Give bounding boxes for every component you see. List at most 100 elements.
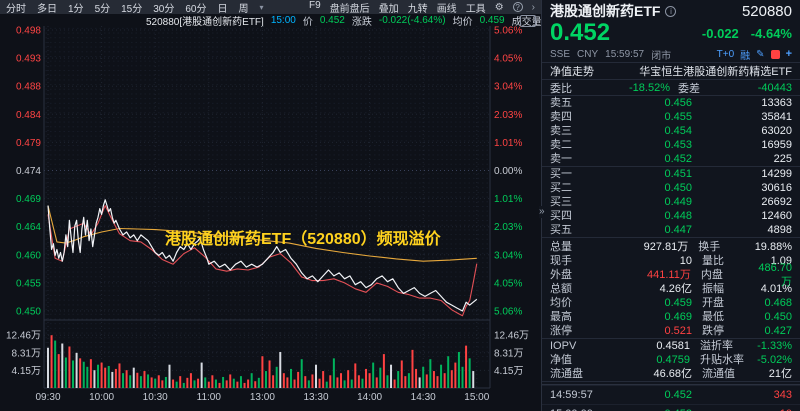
volume-bar bbox=[257, 377, 260, 388]
edit-icon[interactable]: ✎ bbox=[756, 48, 765, 60]
toolbar-tool-5[interactable]: 工具 bbox=[465, 3, 486, 15]
volume-bar bbox=[329, 375, 332, 388]
bid-label: 买四 bbox=[550, 210, 572, 222]
time-axis-label: 14:30 bbox=[411, 392, 436, 403]
volume-axis-label: 4.15万 bbox=[494, 366, 523, 377]
quote-panel: 港股通创新药ETF i 520880 0.452 -0.022 -4.64% S… bbox=[539, 0, 800, 411]
time-axis-label: 10:00 bbox=[89, 392, 114, 403]
info-icon[interactable]: i bbox=[665, 5, 677, 17]
toolbar-period-2[interactable]: 1分 bbox=[68, 3, 84, 15]
bid-volume: 26692 bbox=[761, 196, 792, 208]
time-axis-label: 13:30 bbox=[303, 392, 328, 403]
volume-bar bbox=[214, 379, 217, 388]
toolbar-tool-0[interactable]: F9 bbox=[309, 0, 321, 11]
ask-price: 0.455 bbox=[664, 111, 692, 123]
volume-bar bbox=[236, 381, 239, 388]
toolbar-tool-1[interactable]: 盘前盘后 bbox=[329, 3, 370, 15]
last-price: 0.452 bbox=[550, 19, 611, 46]
volume-label: 成交量 bbox=[511, 17, 541, 27]
gear-icon[interactable]: ⚙ bbox=[494, 1, 504, 13]
bid-row[interactable]: 买四 0.448 12460 bbox=[542, 209, 800, 223]
stat-label: 内盘 bbox=[700, 269, 723, 281]
volume-bar bbox=[207, 381, 210, 388]
help-icon[interactable]: ? bbox=[512, 2, 523, 12]
volume-bar bbox=[186, 377, 189, 388]
ask-row[interactable]: 卖三 0.454 63020 bbox=[542, 124, 800, 138]
volume-bar bbox=[125, 370, 128, 388]
volume-bar bbox=[390, 364, 393, 388]
volume-bar bbox=[122, 373, 125, 388]
volume-bar bbox=[432, 371, 435, 388]
bid-row[interactable]: 买五 0.447 4898 bbox=[542, 223, 800, 237]
toolbar-period-8[interactable]: 周 bbox=[238, 3, 249, 15]
change-label: 涨跌 bbox=[351, 17, 372, 27]
volume-bar bbox=[111, 371, 114, 388]
toolbar-tool-2[interactable]: 叠加 bbox=[378, 3, 399, 15]
volume-bar bbox=[104, 367, 107, 388]
toolbar-tool-4[interactable]: 画线 bbox=[436, 3, 457, 15]
volume-bar bbox=[382, 354, 385, 388]
toolbar-period-3[interactable]: 5分 bbox=[94, 3, 111, 15]
price-axis-label: 0.479 bbox=[16, 138, 41, 149]
volume-bar bbox=[250, 373, 253, 388]
volume-bar bbox=[164, 376, 167, 388]
keyboard-icon[interactable]: ⋯ bbox=[520, 15, 536, 27]
ask-row[interactable]: 卖二 0.453 16959 bbox=[542, 138, 800, 152]
ask-row[interactable]: 卖一 0.452 225 bbox=[542, 152, 800, 166]
time-axis-label: 11:00 bbox=[197, 392, 222, 403]
bid-row[interactable]: 买一 0.451 14299 bbox=[542, 167, 800, 181]
stat-label: 总量 bbox=[550, 241, 572, 253]
price-label: 价 bbox=[302, 17, 313, 27]
volume-bar bbox=[161, 380, 164, 388]
nav-tab-row[interactable]: 净值走势 华宝恒生港股通创新药精选ETF bbox=[542, 62, 800, 80]
chart-info-bar: 520880[港股通创新药ETF] 15:00 价 0.452 涨跌 -0.02… bbox=[0, 14, 541, 27]
volume-bar bbox=[275, 366, 278, 388]
toolbar-period-1[interactable]: 多日 bbox=[37, 3, 57, 15]
stat-label: 净值 bbox=[550, 354, 572, 366]
volume-axis-label: 12.46万 bbox=[6, 331, 41, 342]
bid-row[interactable]: 买二 0.450 30616 bbox=[542, 181, 800, 195]
volume-bar bbox=[429, 359, 432, 388]
volume-bar bbox=[379, 367, 382, 388]
expand-right-icon[interactable]: › bbox=[531, 1, 535, 13]
bid-price: 0.450 bbox=[664, 182, 692, 194]
stat-label: 涨停 bbox=[550, 325, 572, 337]
tick-volume: 10 bbox=[692, 408, 792, 411]
collapse-panel-icon[interactable]: » bbox=[539, 206, 545, 218]
avg-label: 均价 bbox=[452, 17, 473, 27]
add-watchlist-icon[interactable]: + bbox=[785, 48, 792, 60]
instrument-code: 520880 bbox=[741, 2, 792, 20]
chevron-down-icon[interactable]: ▾ bbox=[259, 2, 264, 12]
pct-axis-label: 3.04% bbox=[494, 250, 522, 261]
volume-bar bbox=[461, 366, 464, 388]
intraday-chart[interactable]: 09:30 10:00 10:30 11:00 13:00 13:30 14:00 14:30… bbox=[0, 26, 541, 411]
ask-row[interactable]: 卖四 0.455 35841 bbox=[542, 110, 800, 124]
toolbar-tool-3[interactable]: 九转 bbox=[407, 3, 428, 15]
ask-label: 卖一 bbox=[550, 153, 572, 165]
volume-bar bbox=[307, 380, 310, 388]
toolbar-period-6[interactable]: 60分 bbox=[185, 3, 207, 15]
panel-price-row: 0.452 -0.022 -4.64% bbox=[542, 20, 800, 46]
toolbar-period-0[interactable]: 分时 bbox=[6, 3, 26, 15]
volume-bar bbox=[418, 377, 421, 388]
volume-bar bbox=[243, 382, 246, 388]
volume-bar bbox=[415, 368, 418, 388]
tick-row: 14:59:57 0.452 343 bbox=[542, 385, 800, 404]
nav-trend-label[interactable]: 净值走势 bbox=[550, 66, 594, 78]
toolbar-period-7[interactable]: 日 bbox=[217, 3, 228, 15]
volume-bar bbox=[404, 376, 407, 388]
volume-bar bbox=[147, 374, 150, 388]
ask-row[interactable]: 卖五 0.456 13363 bbox=[542, 96, 800, 110]
volume-bar bbox=[286, 377, 289, 388]
bid-row[interactable]: 买三 0.449 26692 bbox=[542, 195, 800, 209]
volume-bar bbox=[425, 374, 428, 388]
volume-bar bbox=[118, 363, 121, 388]
volume-bar bbox=[289, 368, 292, 388]
volume-bar bbox=[279, 351, 282, 388]
alert-icon[interactable] bbox=[770, 49, 780, 59]
toolbar-period-4[interactable]: 15分 bbox=[121, 3, 143, 15]
toolbar-period-5[interactable]: 30分 bbox=[153, 3, 175, 15]
volume-bar bbox=[75, 352, 78, 388]
volume-bar bbox=[57, 354, 60, 388]
